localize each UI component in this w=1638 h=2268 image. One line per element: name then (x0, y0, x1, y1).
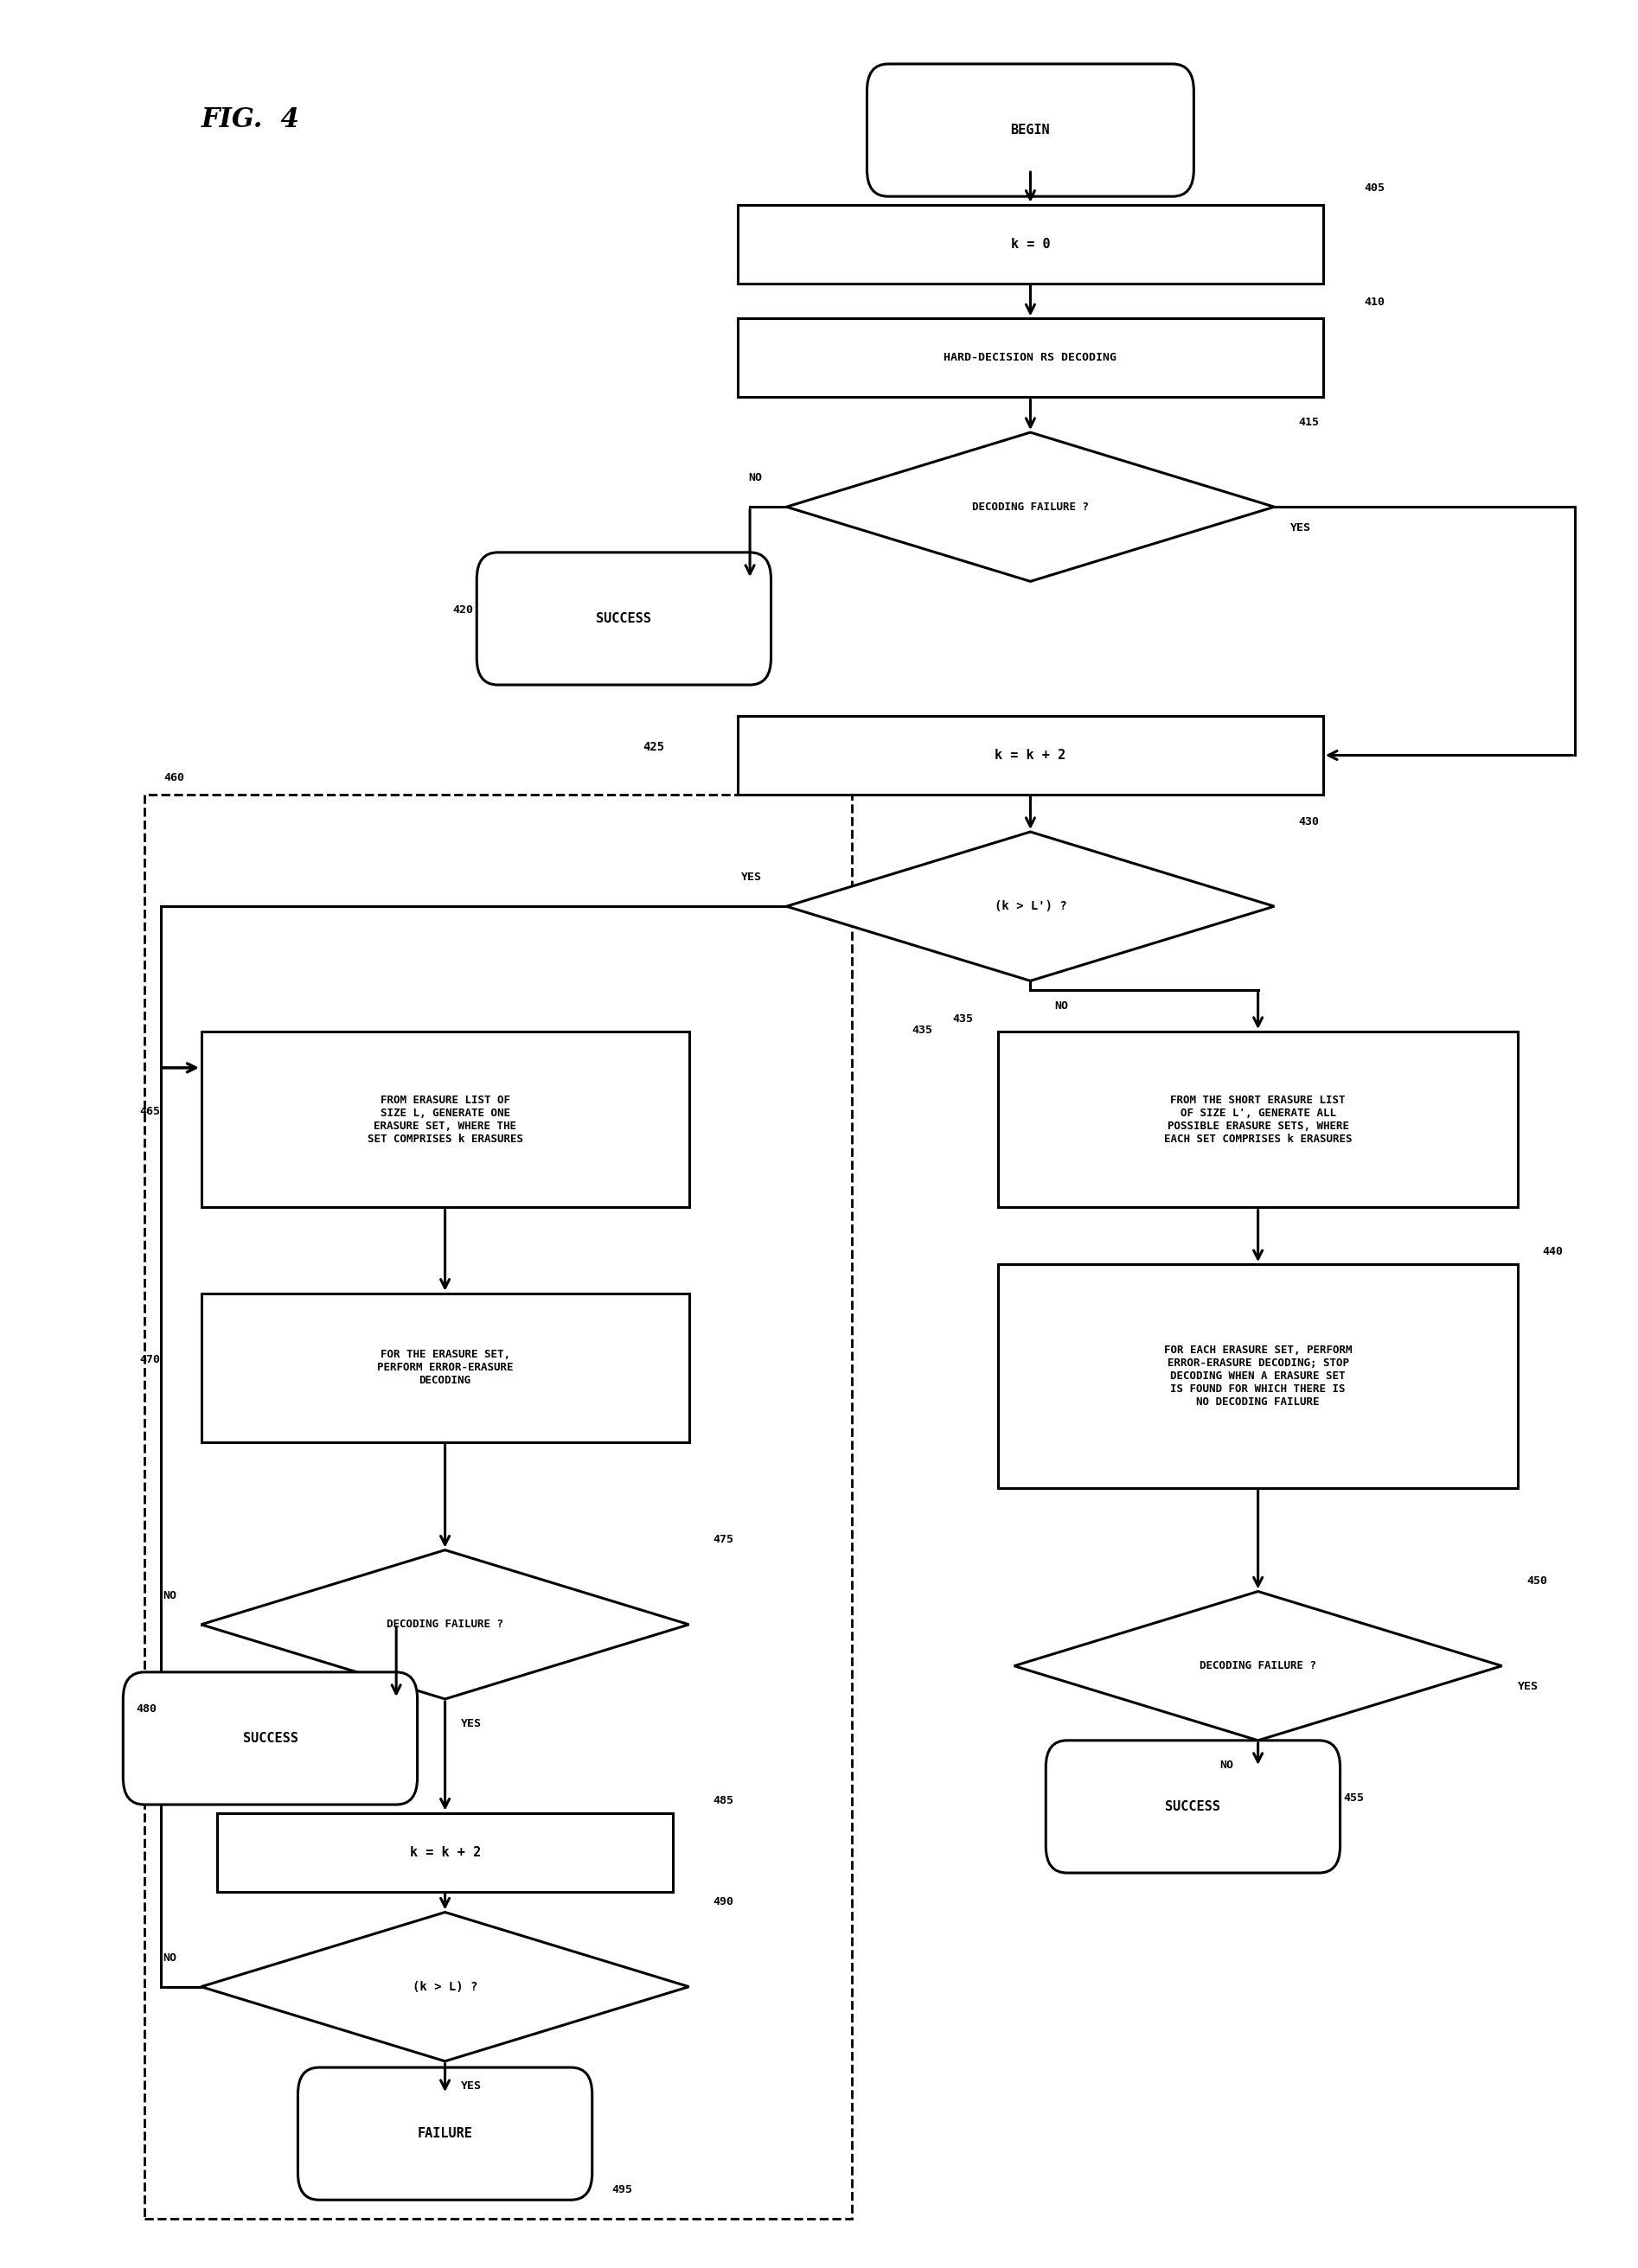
FancyBboxPatch shape (201, 1293, 690, 1442)
Text: k = 0: k = 0 (1011, 238, 1050, 249)
Text: FOR THE ERASURE SET,
PERFORM ERROR-ERASURE
DECODING: FOR THE ERASURE SET, PERFORM ERROR-ERASU… (377, 1349, 513, 1386)
FancyBboxPatch shape (867, 64, 1194, 197)
Text: FOR EACH ERASURE SET, PERFORM
ERROR-ERASURE DECODING; STOP
DECODING WHEN A ERASU: FOR EACH ERASURE SET, PERFORM ERROR-ERAS… (1165, 1345, 1351, 1408)
Text: FIG.  4: FIG. 4 (201, 107, 300, 134)
Text: 420: 420 (452, 606, 473, 617)
FancyBboxPatch shape (737, 204, 1324, 284)
Text: 415: 415 (1299, 417, 1320, 429)
Text: (k > L') ?: (k > L') ? (994, 900, 1066, 912)
Text: HARD-DECISION RS DECODING: HARD-DECISION RS DECODING (943, 352, 1117, 363)
Text: DECODING FAILURE ?: DECODING FAILURE ? (971, 501, 1089, 513)
Text: 485: 485 (713, 1794, 734, 1805)
Text: NO: NO (749, 472, 762, 483)
FancyBboxPatch shape (123, 1672, 418, 1805)
FancyBboxPatch shape (998, 1263, 1518, 1488)
Text: 440: 440 (1543, 1247, 1563, 1256)
Text: DECODING FAILURE ?: DECODING FAILURE ? (1199, 1660, 1317, 1672)
Text: 495: 495 (611, 2184, 632, 2195)
Text: FROM THE SHORT ERASURE LIST
OF SIZE L', GENERATE ALL
POSSIBLE ERASURE SETS, WHER: FROM THE SHORT ERASURE LIST OF SIZE L', … (1165, 1095, 1351, 1145)
Text: YES: YES (742, 871, 762, 882)
Text: 450: 450 (1527, 1576, 1546, 1588)
Text: SUCCESS: SUCCESS (1165, 1801, 1220, 1812)
Text: NO: NO (162, 1953, 177, 1964)
Text: NO: NO (1220, 1760, 1233, 1771)
Text: SUCCESS: SUCCESS (242, 1733, 298, 1744)
Text: YES: YES (1291, 522, 1312, 533)
Text: 435: 435 (912, 1025, 932, 1036)
Text: 490: 490 (713, 1896, 734, 1907)
Text: 470: 470 (139, 1354, 161, 1365)
Text: YES: YES (1518, 1681, 1540, 1692)
Polygon shape (786, 433, 1274, 581)
Text: 475: 475 (713, 1533, 734, 1545)
Text: NO: NO (1055, 1000, 1068, 1012)
Text: 425: 425 (642, 742, 665, 753)
FancyBboxPatch shape (201, 1032, 690, 1207)
Text: FAILURE: FAILURE (418, 2127, 473, 2141)
Text: SUCCESS: SUCCESS (596, 612, 652, 626)
Text: (k > L) ?: (k > L) ? (413, 1980, 478, 1994)
FancyBboxPatch shape (998, 1032, 1518, 1207)
Text: BEGIN: BEGIN (1011, 125, 1050, 136)
Text: 410: 410 (1364, 297, 1384, 308)
Text: 405: 405 (1364, 181, 1384, 193)
FancyBboxPatch shape (1045, 1740, 1340, 1873)
Text: 480: 480 (136, 1703, 157, 1715)
FancyBboxPatch shape (298, 2068, 593, 2200)
Text: NO: NO (162, 1590, 177, 1601)
Text: k = k + 2: k = k + 2 (410, 1846, 480, 1860)
FancyBboxPatch shape (477, 553, 771, 685)
Text: FROM ERASURE LIST OF
SIZE L, GENERATE ONE
ERASURE SET, WHERE THE
SET COMPRISES k: FROM ERASURE LIST OF SIZE L, GENERATE ON… (367, 1095, 523, 1145)
Text: 430: 430 (1299, 816, 1320, 828)
Text: 465: 465 (139, 1105, 161, 1116)
Text: 460: 460 (164, 773, 185, 785)
Polygon shape (201, 1912, 690, 2062)
Text: 455: 455 (1343, 1792, 1364, 1803)
Text: DECODING FAILURE ?: DECODING FAILURE ? (387, 1619, 503, 1631)
Text: k = k + 2: k = k + 2 (994, 748, 1066, 762)
Text: YES: YES (462, 1719, 482, 1730)
Text: YES: YES (462, 2080, 482, 2091)
Polygon shape (201, 1549, 690, 1699)
FancyBboxPatch shape (737, 318, 1324, 397)
Text: 435: 435 (953, 1014, 973, 1025)
Polygon shape (1014, 1592, 1502, 1740)
FancyBboxPatch shape (218, 1812, 673, 1892)
Polygon shape (786, 832, 1274, 980)
FancyBboxPatch shape (737, 717, 1324, 794)
